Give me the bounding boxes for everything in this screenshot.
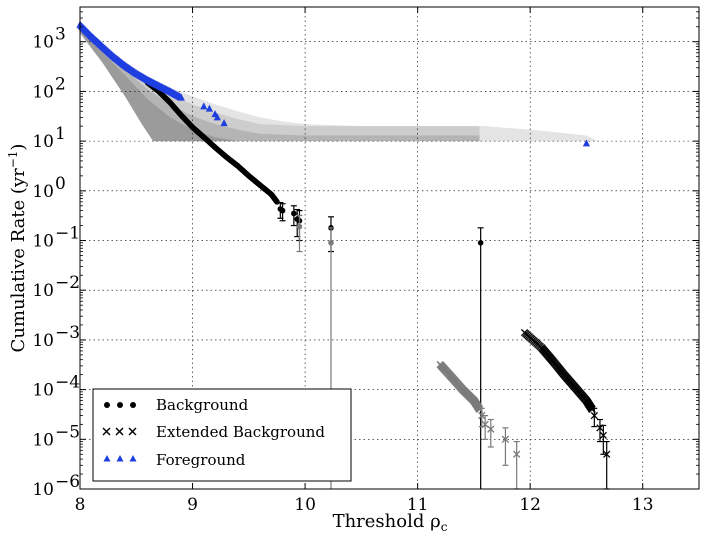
y-axis-title: Cumulative Rate (yr−1): [6, 144, 29, 353]
legend-label-foreground: Foreground: [156, 451, 246, 469]
legend-label-extended-background: Extended Background: [156, 423, 325, 441]
data-point: [291, 210, 297, 217]
x-tick-label: 8: [75, 495, 86, 515]
x-stroke-b: [590, 411, 598, 420]
data-point: [279, 207, 286, 214]
y-tick-exponent: −1: [55, 224, 80, 244]
data-point: [200, 102, 208, 110]
data-point: [501, 435, 510, 443]
confidence-band-4: [80, 30, 238, 142]
y-tick-exponent: −3: [55, 323, 80, 343]
data-point: [582, 139, 591, 147]
legend-marker-background: [104, 402, 136, 408]
y-tick-exponent: −2: [55, 273, 80, 293]
y-tick-label: 10: [32, 33, 54, 53]
data-point: [513, 450, 521, 458]
data-point: [599, 431, 607, 440]
x-stroke-b: [487, 425, 495, 433]
x-tick-label: 12: [519, 495, 541, 515]
legend-marker-extended-background: [102, 427, 137, 436]
x-stroke-b: [475, 405, 484, 414]
x-tick-label: 9: [187, 495, 198, 515]
x-stroke-b: [501, 435, 510, 443]
y-tick-exponent: 2: [55, 74, 66, 94]
series-extended-background-gray: [436, 360, 521, 490]
y-tick-label: 10: [32, 281, 54, 301]
data-point: [205, 104, 214, 112]
y-tick-label: 10: [32, 182, 54, 202]
y-tick-exponent: −5: [55, 422, 80, 442]
legend: Background Extended Background Foregroun…: [92, 388, 352, 482]
series-foreground: [76, 20, 591, 147]
y-tick-label: 10: [32, 232, 54, 252]
data-point: [487, 425, 495, 433]
x-tick-label: 10: [294, 495, 316, 515]
y-tick-label: 10: [32, 480, 54, 500]
y-tick-exponent: 1: [55, 124, 66, 144]
data-point: [603, 450, 611, 458]
x-stroke-b: [513, 450, 521, 458]
data-series: [76, 20, 611, 490]
y-tick-exponent: 3: [55, 25, 66, 45]
y-tick-exponent: −4: [55, 373, 80, 393]
x-stroke-b: [481, 420, 489, 429]
data-point: [220, 119, 228, 127]
series-extended-background: [520, 328, 611, 490]
data-point: [213, 113, 221, 121]
data-point: [296, 223, 303, 230]
y-tick-label: 10: [32, 82, 54, 102]
data-point: [274, 199, 280, 205]
y-tick-exponent: −6: [55, 472, 80, 492]
x-stroke-b: [599, 431, 607, 440]
y-tick-label: 10: [32, 331, 54, 351]
legend-marker-foreground: [103, 455, 137, 462]
y-tick-exponent: 0: [55, 174, 66, 194]
x-tick-label: 13: [632, 495, 654, 515]
legend-label-background: Background: [156, 396, 249, 414]
y-tick-label: 10: [32, 381, 54, 401]
x-stroke-b: [603, 450, 611, 458]
x-stroke-b: [588, 405, 596, 414]
y-tick-label: 10: [32, 430, 54, 450]
data-point: [328, 239, 334, 246]
x-stroke-b: [478, 411, 486, 420]
y-tick-label: 10: [32, 132, 54, 152]
data-point: [478, 411, 486, 420]
x-tick-label: 11: [407, 495, 429, 515]
data-point: [477, 239, 484, 246]
data-point: [177, 93, 185, 101]
x-axis-title: Threshold ρc: [333, 511, 448, 534]
data-point: [590, 411, 598, 420]
